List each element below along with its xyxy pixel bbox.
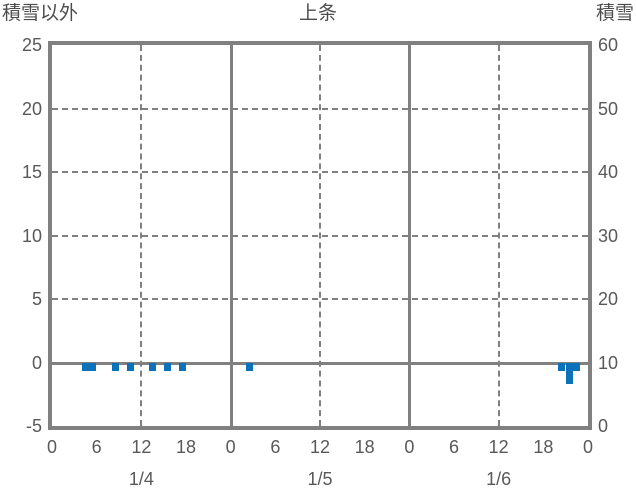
plot-inner <box>52 45 588 426</box>
x-tick-hour: 18 <box>533 437 554 457</box>
y-tick-right: 0 <box>598 416 609 436</box>
y-tick-right: 50 <box>598 98 619 119</box>
y-tick-right: 20 <box>598 289 619 309</box>
y-tick-left: 10 <box>21 225 42 246</box>
x-tick-hour: 0 <box>404 437 415 457</box>
bar <box>565 362 573 385</box>
x-tick-hour: 0 <box>225 437 236 457</box>
right-axis-title: 積雪 <box>595 3 634 24</box>
y-tick-right: 60 <box>598 35 619 55</box>
y-tick-left: 0 <box>31 352 42 373</box>
y-axis-left: 25 20 15 10 5 0 -5 <box>0 0 42 501</box>
y-tick-right: 30 <box>598 225 619 246</box>
bar <box>163 362 171 372</box>
x-tick-hour: 0 <box>46 437 58 457</box>
bar <box>126 362 134 372</box>
gridline-vertical <box>140 45 143 426</box>
y-tick-left: 5 <box>31 289 42 309</box>
y-axis-right: 60 50 40 30 20 10 0 <box>598 0 636 501</box>
bar <box>111 362 119 372</box>
x-tick-day: 1/4 <box>128 469 154 489</box>
x-tick-hour: 12 <box>488 437 509 457</box>
x-tick-hour: 12 <box>131 437 152 457</box>
bar <box>178 362 186 372</box>
x-tick-hour: 12 <box>309 437 331 457</box>
left-axis-title: 積雪以外 <box>2 3 79 24</box>
y-tick-right: 40 <box>598 162 619 182</box>
y-tick-left: -5 <box>25 416 42 436</box>
plot-area <box>48 41 592 430</box>
day-boundary-line <box>408 45 412 426</box>
x-tick-hour: 18 <box>175 437 197 457</box>
y-tick-right: 10 <box>598 352 619 373</box>
x-tick-hour: 6 <box>448 437 460 457</box>
y-tick-left: 20 <box>21 98 42 119</box>
x-tick-hour: 6 <box>270 437 281 457</box>
day-boundary-line <box>229 45 233 426</box>
y-tick-left: 25 <box>21 35 42 55</box>
page-title: 上条 <box>298 3 337 24</box>
x-tick-hour: 6 <box>91 437 102 457</box>
bar <box>558 362 566 372</box>
bar <box>81 362 90 372</box>
bar <box>245 362 253 372</box>
y-tick-left: 15 <box>21 162 42 182</box>
gridline-vertical <box>319 45 321 426</box>
gridline-vertical <box>497 45 500 426</box>
x-tick-day: 1/5 <box>307 469 333 489</box>
bar <box>148 362 157 372</box>
bar <box>573 362 581 372</box>
bar <box>89 362 97 372</box>
x-tick-day: 1/6 <box>486 469 512 489</box>
x-tick-hour: 0 <box>582 437 594 457</box>
x-tick-hour: 18 <box>354 437 375 457</box>
